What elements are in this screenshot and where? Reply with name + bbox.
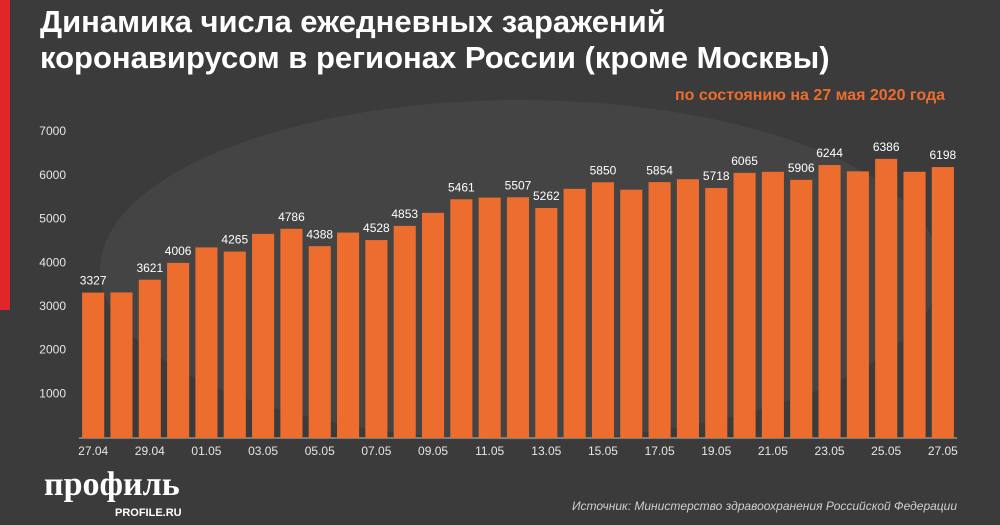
y-tick-label: 1000 bbox=[39, 386, 66, 400]
x-tick-label: 17.05 bbox=[645, 444, 675, 458]
y-tick-label: 4000 bbox=[39, 255, 66, 269]
chart-title: Динамика числа ежедневных заражений bbox=[40, 4, 666, 39]
value-label: 5262 bbox=[533, 189, 560, 203]
bar bbox=[393, 225, 416, 438]
bar bbox=[110, 292, 133, 438]
bar bbox=[676, 179, 699, 438]
bar bbox=[761, 171, 784, 438]
x-tick-label: 15.05 bbox=[588, 444, 618, 458]
x-tick-label: 23.05 bbox=[815, 444, 845, 458]
bar bbox=[421, 212, 445, 438]
bar bbox=[535, 207, 558, 438]
value-label: 4853 bbox=[391, 207, 418, 221]
bar bbox=[875, 158, 898, 438]
bar bbox=[620, 189, 643, 438]
x-tick-label: 07.05 bbox=[361, 444, 391, 458]
x-tick-label: 25.05 bbox=[871, 444, 901, 458]
accent-bar bbox=[0, 0, 10, 310]
value-label: 5850 bbox=[590, 163, 617, 177]
value-label: 5718 bbox=[703, 169, 730, 183]
bar bbox=[252, 233, 275, 438]
value-label: 5854 bbox=[646, 163, 673, 177]
bar bbox=[82, 292, 105, 438]
value-label: 4528 bbox=[363, 221, 390, 235]
bar bbox=[563, 188, 586, 438]
x-tick-label: 09.05 bbox=[418, 444, 448, 458]
y-tick-label: 6000 bbox=[39, 168, 66, 182]
bar bbox=[648, 182, 671, 438]
bar bbox=[591, 182, 615, 438]
bar bbox=[195, 247, 218, 438]
bar bbox=[790, 179, 813, 438]
y-tick-label: 2000 bbox=[39, 343, 66, 357]
x-tick-label: 03.05 bbox=[248, 444, 278, 458]
bar bbox=[903, 171, 926, 438]
x-tick-label: 05.05 bbox=[305, 444, 335, 458]
bar bbox=[223, 251, 246, 438]
y-tick-label: 7000 bbox=[39, 124, 66, 138]
bar bbox=[818, 165, 841, 438]
value-label: 4786 bbox=[278, 210, 305, 224]
value-label: 5461 bbox=[448, 180, 475, 194]
x-tick-label: 27.04 bbox=[78, 444, 108, 458]
subtitle: по состоянию на 27 мая 2020 года bbox=[675, 87, 945, 104]
bar bbox=[167, 262, 190, 438]
y-tick-label: 5000 bbox=[39, 212, 66, 226]
x-tick-label: 11.05 bbox=[475, 444, 504, 458]
bar bbox=[478, 197, 501, 438]
value-label: 3327 bbox=[80, 274, 107, 288]
x-tick-label: 27.05 bbox=[928, 444, 958, 458]
bar bbox=[138, 279, 161, 438]
bar bbox=[280, 228, 303, 438]
x-tick-label: 19.05 bbox=[701, 444, 731, 458]
source: Источник: Министерство здравоохранения Р… bbox=[572, 499, 957, 513]
logo-site: PROFILE.RU bbox=[115, 507, 182, 519]
value-label: 4388 bbox=[306, 227, 333, 241]
bar bbox=[450, 199, 473, 438]
bar bbox=[846, 171, 869, 439]
x-tick-label: 01.05 bbox=[191, 444, 221, 458]
chart-title: коронавирусом в регионах России (кроме М… bbox=[40, 40, 830, 75]
bar bbox=[705, 188, 728, 438]
bar bbox=[506, 197, 530, 438]
x-tick-label: 21.05 bbox=[758, 444, 788, 458]
x-tick-label: 29.04 bbox=[135, 444, 165, 458]
value-label: 6244 bbox=[816, 146, 843, 160]
value-label: 4265 bbox=[221, 233, 248, 247]
y-tick-label: 3000 bbox=[39, 299, 66, 313]
value-label: 4006 bbox=[165, 244, 192, 258]
value-label: 5906 bbox=[788, 161, 815, 175]
x-tick-label: 13.05 bbox=[531, 444, 561, 458]
value-label: 5507 bbox=[505, 178, 532, 192]
value-label: 6386 bbox=[873, 140, 900, 154]
logo: профиль bbox=[44, 466, 180, 503]
value-label: 6065 bbox=[731, 154, 758, 168]
value-label: 3621 bbox=[136, 261, 163, 275]
bar bbox=[733, 172, 756, 438]
bar bbox=[365, 240, 388, 438]
bar bbox=[337, 232, 360, 438]
bar bbox=[308, 246, 331, 438]
bar bbox=[931, 167, 954, 439]
value-label: 6198 bbox=[929, 148, 956, 162]
